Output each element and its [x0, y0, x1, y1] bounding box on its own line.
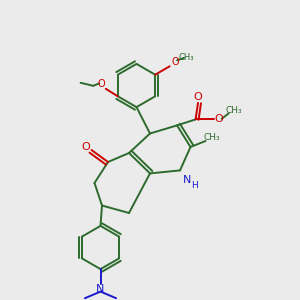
Text: H: H — [191, 181, 198, 190]
Text: O: O — [171, 57, 179, 68]
Text: CH₃: CH₃ — [178, 53, 194, 62]
Text: N: N — [183, 175, 192, 185]
Text: CH₃: CH₃ — [203, 133, 220, 142]
Text: CH₃: CH₃ — [226, 106, 242, 115]
Text: O: O — [194, 92, 202, 103]
Text: N: N — [96, 284, 105, 295]
Text: O: O — [98, 79, 105, 89]
Text: O: O — [214, 114, 223, 124]
Text: O: O — [82, 142, 91, 152]
